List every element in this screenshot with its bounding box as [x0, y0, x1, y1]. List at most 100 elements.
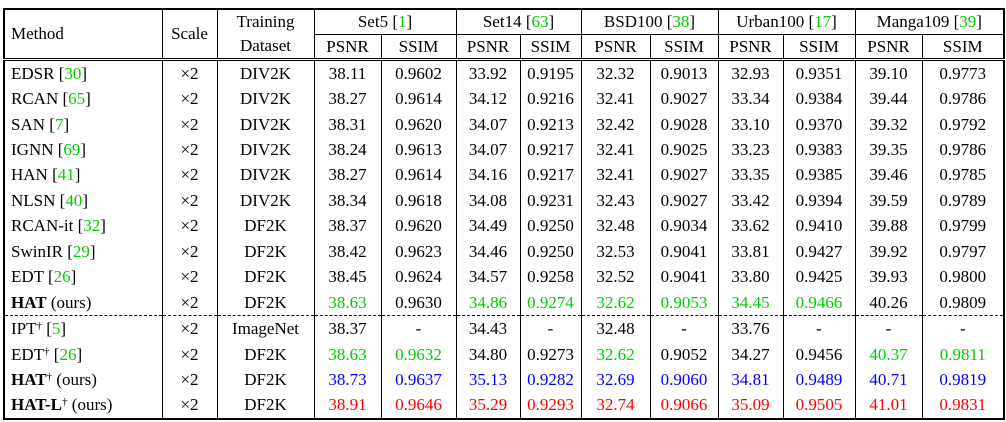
ssim-value-cell: 0.9466: [782, 289, 856, 316]
table-row: NLSN [40] ×2 DIV2K 38.34 0.9618 34.08 0.9231 32…: [3, 188, 1005, 214]
dagger-mark: †: [36, 320, 43, 333]
psnr-value-cell: 33.35: [717, 162, 784, 189]
citation-ref: 26: [59, 344, 77, 364]
ssim-value-cell: 0.9785: [921, 162, 1005, 189]
ssim-value-cell: 0.9792: [921, 111, 1005, 138]
table-row: IGNN [69] ×2 DIV2K 38.24 0.9613 34.07 0.9217 32…: [3, 137, 1005, 163]
ssim-value-cell: 0.9456: [782, 341, 856, 368]
ssim-value-cell: 0.9041: [649, 239, 719, 265]
ssim-value-cell: 0.9618: [380, 188, 457, 214]
method-name: HAN: [11, 165, 48, 185]
method-name: SAN: [11, 114, 46, 134]
psnr-value-cell: 38.34: [313, 188, 382, 214]
citation-ref: 30: [64, 63, 82, 83]
training-dataset-cell: DF2K: [216, 264, 315, 290]
psnr-header-manga109: PSNR: [854, 34, 923, 61]
ssim-value-cell: 0.9602: [380, 59, 457, 87]
psnr-value-cell: 38.63: [313, 341, 382, 368]
psnr-value-cell: 34.49: [455, 213, 521, 240]
col-header-scale: Scale: [161, 9, 218, 61]
ssim-header-bsd100: SSIM: [649, 34, 719, 61]
psnr-value-cell: 33.42: [717, 188, 784, 214]
psnr-value-cell: 32.52: [580, 264, 651, 290]
ssim-value-cell: 0.9052: [649, 341, 719, 368]
citation-ref: 38: [672, 12, 690, 31]
ssim-value-cell: 0.9789: [921, 188, 1005, 214]
psnr-value-cell: 40.26: [854, 289, 923, 316]
ssim-value-cell: 0.9041: [649, 264, 719, 290]
psnr-value-cell: 34.12: [455, 86, 521, 112]
psnr-value-cell: 39.44: [854, 86, 923, 112]
method-cell: RCAN [65]: [3, 86, 163, 112]
ssim-value-cell: 0.9195: [519, 59, 582, 87]
psnr-value-cell: 35.09: [717, 392, 784, 420]
psnr-value-cell: 33.76: [717, 315, 784, 342]
psnr-value-cell: 35.13: [455, 367, 521, 393]
col-header-training-dataset: Training Dataset: [216, 9, 315, 61]
psnr-value-cell: 38.45: [313, 264, 382, 290]
training-dataset-cell: DF2K: [216, 289, 315, 316]
ssim-value-cell: 0.9027: [649, 86, 719, 112]
psnr-value-cell: 38.73: [313, 367, 382, 393]
table-row: RCAN-it [32] ×2 DF2K 38.37 0.9620 34.49 0.9250…: [3, 213, 1005, 240]
psnr-header-bsd100: PSNR: [580, 34, 651, 61]
psnr-value-cell: 38.42: [313, 239, 382, 265]
table-row: HAT (ours) ×2 DF2K 38.63 0.9630 34.86 0.9274 32…: [3, 289, 1005, 316]
method-name: RCAN-it: [11, 216, 74, 236]
citation-ref: 63: [531, 12, 549, 31]
psnr-value-cell: 34.27: [717, 341, 784, 368]
method-cell: SAN [7]: [3, 111, 163, 138]
ssim-value-cell: 0.9053: [649, 289, 719, 316]
training-dataset-cell: DF2K: [216, 341, 315, 368]
psnr-value-cell: 38.27: [313, 162, 382, 189]
ssim-value-cell: 0.9384: [782, 86, 856, 112]
training-dataset-cell: DIV2K: [216, 111, 315, 138]
group-header-bsd100: BSD100 [38]: [580, 9, 719, 35]
psnr-value-cell: 32.69: [580, 367, 651, 393]
scale-cell: ×2: [161, 289, 218, 316]
psnr-value-cell: 40.37: [854, 341, 923, 368]
psnr-header-set14: PSNR: [455, 34, 521, 61]
ssim-value-cell: 0.9282: [519, 367, 582, 393]
table-row: EDT† [26] ×2 DF2K 38.63 0.9632 34.80 0.9273 32.…: [3, 341, 1005, 368]
psnr-value-cell: 39.32: [854, 111, 923, 138]
header-row-groups: Method Scale Training Dataset Set5 [1] Se…: [3, 9, 1005, 61]
method-name: IGNN: [11, 140, 54, 160]
method-name: EDT: [11, 344, 45, 364]
psnr-value-cell: 38.63: [313, 289, 382, 316]
ssim-value-cell: 0.9034: [649, 213, 719, 240]
citation-ref: 32: [83, 216, 101, 236]
table-body: EDSR [30] ×2 DIV2K 38.11 0.9602 33.92 0.9195 32…: [3, 59, 1005, 420]
psnr-value-cell: 34.45: [717, 289, 784, 316]
ssim-value-cell: 0.9786: [921, 86, 1005, 112]
ssim-value-cell: -: [921, 315, 1005, 342]
psnr-value-cell: 34.16: [455, 162, 521, 189]
dagger-mark: †: [44, 345, 50, 358]
psnr-value-cell: 34.07: [455, 111, 521, 138]
citation-ref: 69: [63, 140, 81, 160]
psnr-value-cell: 32.41: [580, 162, 651, 189]
psnr-header-urban100: PSNR: [717, 34, 784, 61]
ssim-value-cell: 0.9773: [921, 59, 1005, 87]
ssim-value-cell: 0.9250: [519, 239, 582, 265]
table-row: EDSR [30] ×2 DIV2K 38.11 0.9602 33.92 0.9195 32…: [3, 59, 1005, 87]
ssim-value-cell: 0.9394: [782, 188, 856, 214]
ssim-value-cell: 0.9060: [649, 367, 719, 393]
method-cell: RCAN-it [32]: [3, 213, 163, 240]
psnr-value-cell: 39.92: [854, 239, 923, 265]
ssim-value-cell: 0.9351: [782, 59, 856, 87]
psnr-value-cell: 32.62: [580, 341, 651, 368]
ssim-value-cell: 0.9819: [921, 367, 1005, 393]
training-dataset-cell: DF2K: [216, 213, 315, 240]
dagger-mark: †: [46, 370, 53, 383]
scale-cell: ×2: [161, 315, 218, 342]
training-dataset-cell: DF2K: [216, 392, 315, 420]
scale-cell: ×2: [161, 86, 218, 112]
scale-cell: ×2: [161, 341, 218, 368]
col-header-method: Method: [3, 9, 163, 61]
psnr-value-cell: 32.48: [580, 213, 651, 240]
ssim-value-cell: 0.9217: [519, 137, 582, 163]
method-name: HAT-L: [11, 395, 63, 415]
psnr-value-cell: 39.88: [854, 213, 923, 240]
ssim-value-cell: 0.9637: [380, 367, 457, 393]
